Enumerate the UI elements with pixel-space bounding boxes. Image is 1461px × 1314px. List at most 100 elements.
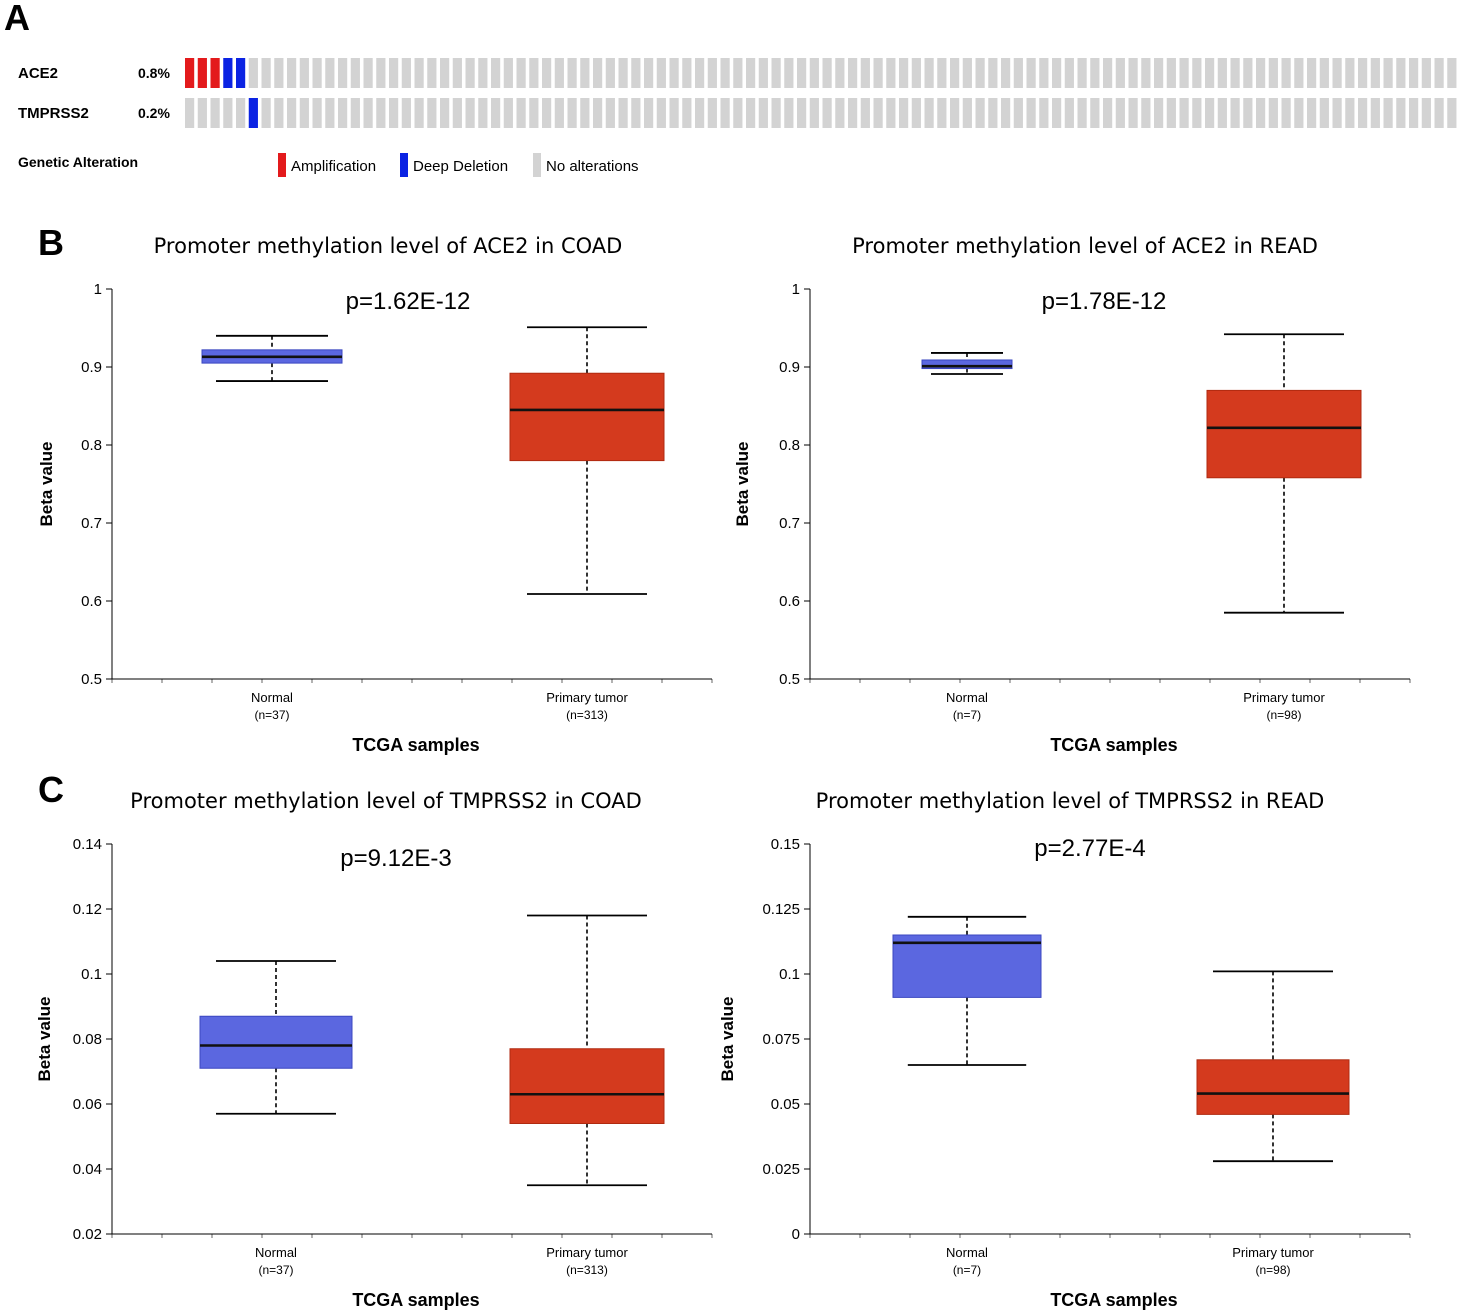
sample-cell <box>758 58 768 88</box>
sample-cell <box>478 98 488 128</box>
y-tick-label: 1 <box>94 281 102 298</box>
sample-cell <box>618 98 628 128</box>
sample-cell <box>1268 98 1278 128</box>
sample-cell <box>1243 58 1253 88</box>
sample-cell <box>911 58 921 88</box>
sample-cell <box>248 58 258 88</box>
sample-cell <box>389 58 399 88</box>
sample-cell <box>1447 98 1457 128</box>
sample-cell <box>962 58 972 88</box>
sample-cell <box>1128 58 1138 88</box>
sample-cell <box>1370 58 1380 88</box>
sample-cell <box>797 58 807 88</box>
sample-cell <box>427 98 437 128</box>
sample-cell <box>1192 98 1202 128</box>
boxplot-chart-4: Promoter methylation level of TMPRSS2 in… <box>718 789 1411 1310</box>
sample-cell <box>1230 58 1240 88</box>
gene-percent-tmprss2: 0.2% <box>138 105 170 121</box>
sample-cell <box>1154 58 1164 88</box>
sample-cell <box>1268 58 1278 88</box>
sample-cell <box>210 98 220 128</box>
sample-cell <box>1421 58 1431 88</box>
legend-label: Amplification <box>291 158 376 175</box>
sample-cell <box>1179 98 1189 128</box>
sample-cell <box>695 98 705 128</box>
group-name: Normal <box>255 1245 297 1260</box>
sample-cell <box>478 58 488 88</box>
chart-title: Promoter methylation level of ACE2 in RE… <box>852 234 1318 258</box>
boxplot-chart-2: Promoter methylation level of ACE2 in RE… <box>733 234 1411 755</box>
sample-cell <box>503 58 513 88</box>
sample-cell <box>1217 98 1227 128</box>
sample-cell <box>376 58 386 88</box>
sample-cell <box>886 98 896 128</box>
sample-cell <box>1332 58 1342 88</box>
group-count: (n=98) <box>1266 708 1301 722</box>
y-axis-label: Beta value <box>718 996 737 1081</box>
sample-cell <box>465 98 475 128</box>
sample-cell <box>1294 58 1304 88</box>
sample-cell <box>223 98 233 128</box>
sample-cell <box>401 98 411 128</box>
sample-cell <box>669 58 679 88</box>
sample-cell <box>567 98 577 128</box>
sample-cell <box>809 58 819 88</box>
sample-cell <box>797 98 807 128</box>
sample-cell <box>1103 58 1113 88</box>
sample-cell <box>554 98 564 128</box>
sample-cell <box>860 98 870 128</box>
sample-cell <box>1077 98 1087 128</box>
sample-cell <box>707 98 717 128</box>
sample-cell <box>975 98 985 128</box>
y-tick-label: 0.6 <box>81 593 102 610</box>
sample-cell <box>325 98 335 128</box>
sample-cell <box>491 98 501 128</box>
y-tick-label: 0.075 <box>762 1031 800 1048</box>
p-value: p=1.78E-12 <box>1042 288 1167 315</box>
sample-cell <box>1358 58 1368 88</box>
y-tick-label: 0.7 <box>779 515 800 532</box>
sample-cell <box>835 58 845 88</box>
sample-cell <box>822 98 832 128</box>
sample-cell <box>1013 58 1023 88</box>
sample-cell <box>1243 98 1253 128</box>
sample-cell <box>1192 58 1202 88</box>
sample-cell <box>1434 98 1444 128</box>
sample-cell <box>1217 58 1227 88</box>
sample-cell <box>299 98 309 128</box>
sample-cell <box>1230 98 1240 128</box>
oncoprint: ACE2 0.8% TMPRSS2 0.2% Genetic Alteration Amp… <box>18 58 1457 177</box>
sample-cell <box>1103 98 1113 128</box>
sample-cell <box>1319 58 1329 88</box>
chart-title: Promoter methylation level of TMPRSS2 in… <box>130 789 642 813</box>
sample-cell <box>363 98 373 128</box>
sample-cell <box>746 98 756 128</box>
sample-cell <box>707 58 717 88</box>
sample-cell <box>261 58 271 88</box>
sample-cell <box>605 58 615 88</box>
sample-cell <box>567 58 577 88</box>
sample-cell <box>1026 98 1036 128</box>
sample-cell <box>593 98 603 128</box>
sample-cell <box>274 98 284 128</box>
legend-title: Genetic Alteration <box>18 154 138 170</box>
y-tick-label: 0.8 <box>81 437 102 454</box>
sample-cell <box>988 98 998 128</box>
sample-cell <box>682 58 692 88</box>
sample-cell <box>516 98 526 128</box>
group-name: Primary tumor <box>1243 690 1325 705</box>
sample-cell <box>1319 98 1329 128</box>
sample-cell <box>835 98 845 128</box>
sample-cell <box>350 98 360 128</box>
sample-cell <box>1256 98 1266 128</box>
sample-cell <box>644 58 654 88</box>
sample-cell <box>988 58 998 88</box>
sample-cell <box>1421 98 1431 128</box>
sample-cell <box>899 98 909 128</box>
sample-cell <box>261 98 271 128</box>
sample-cell <box>873 58 883 88</box>
group-name: Primary tumor <box>546 690 628 705</box>
sample-cell <box>312 58 322 88</box>
legend-label: Deep Deletion <box>413 158 508 175</box>
sample-cell <box>197 98 207 128</box>
